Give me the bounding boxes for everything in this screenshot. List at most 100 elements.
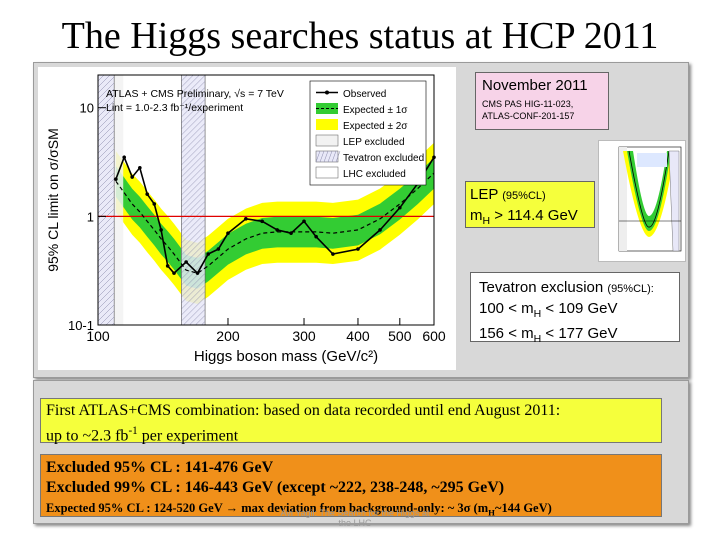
tevatron-hatch: [181, 188, 206, 214]
observed-point: [226, 231, 230, 235]
tevatron-hatch: [181, 176, 206, 202]
tevatron-hatch: [181, 194, 206, 220]
tevatron-range-1-sub: H: [533, 308, 542, 320]
observed-point: [314, 234, 318, 239]
plot-annotation-2: Lint = 1.0-2.3 fb⁻¹/experiment: [106, 102, 243, 114]
band-1sigma: [115, 157, 435, 289]
plot-frame: [97, 74, 435, 326]
reference-callout: November 2011 CMS PAS HIG-11-023, ATLAS-…: [475, 72, 609, 130]
y-tick-label: 10: [80, 101, 94, 116]
observed-point: [216, 247, 221, 251]
observed-point: [289, 231, 293, 235]
legend-swatch-tevatron-hatch: [319, 150, 325, 163]
x-tick-label: 300: [292, 328, 316, 344]
tevatron-hatch: [181, 272, 206, 298]
tevatron-range-1-pre: 100 < m: [479, 300, 534, 317]
thumbnail-lep-region: [619, 147, 627, 251]
expected-95-line: Expected 95% CL : 124-520 GeV → max devi…: [46, 500, 656, 521]
x-tick-label: 400: [346, 328, 370, 344]
tevatron-hatch: [98, 274, 115, 292]
tevatron-range-2-pre: 156 < m: [479, 325, 534, 342]
limit-plot: 100 200 300 400 500 600 10-1 1 10 Higgs boson mas…: [38, 67, 456, 370]
thumbnail-observed-line: [628, 150, 670, 228]
slide-footer: Avi Yagil: The Search for the Higgs at t…: [255, 508, 455, 528]
excluded-95-line: Excluded 95% CL : 141-476 GeV: [46, 459, 274, 476]
lep-mass-pre: m: [470, 207, 483, 224]
observed-point: [152, 202, 157, 206]
date-label: November 2011: [482, 77, 588, 94]
observed-point: [206, 252, 211, 256]
x-tick-label: 600: [422, 328, 446, 344]
tevatron-hatch: [181, 278, 206, 304]
lep-mass-post: > 114.4 GeV: [490, 207, 578, 224]
observed-point: [122, 155, 127, 160]
expected-end: ~144 GeV): [494, 501, 552, 515]
exclusion-results: Excluded 95% CL : 141-476 GeV Excluded 9…: [40, 454, 662, 518]
tevatron-hatch: [181, 104, 206, 130]
observed-point: [145, 192, 149, 196]
y-tick-label: 10-1: [68, 318, 94, 333]
observed-point: [356, 247, 360, 251]
footer-line-2: the LHC: [338, 518, 372, 528]
legend-swatch-tevatron-hatch: [335, 150, 341, 163]
limit-chart-svg: 100 200 300 400 500 600 10-1 1 10 Higgs boson mas…: [45, 74, 446, 365]
combination-line-1: First ATLAS+CMS combination: based on da…: [46, 402, 561, 419]
combination-line-2-sup: -1: [128, 425, 138, 437]
legend-swatch-observed-marker: [325, 90, 329, 95]
observed-point: [165, 264, 170, 268]
combination-line-2-pre: up to ~2.3 fb: [46, 427, 129, 445]
y-axis-label: 95% CL limit on σ/σSM: [45, 128, 61, 272]
observed-point: [195, 271, 200, 275]
excluded-99-line: Excluded 99% CL : 146-443 GeV (except ~2…: [46, 479, 505, 496]
tevatron-hatch: [181, 266, 206, 292]
combination-line-2-post: per experiment: [137, 427, 239, 445]
legend-swatch-tevatron-hatch: [323, 150, 329, 163]
observed-point: [138, 165, 142, 170]
tevatron-hatch: [181, 110, 206, 136]
legend-entry: Expected ± 2σ: [343, 121, 408, 132]
tevatron-hatch: [98, 112, 115, 130]
tevatron-hatch: [98, 184, 115, 202]
legend-entry: Tevatron excluded: [343, 153, 424, 164]
tevatron-hatch: [181, 92, 206, 118]
tevatron-hatch: [181, 260, 206, 286]
legend-swatch-2sigma: [316, 119, 338, 130]
x-tick-label: 100: [86, 328, 110, 344]
expected-pre: Expected 95% CL : 124-520 GeV: [46, 501, 226, 515]
footer-line-1: Avi Yagil: The Search for the Higgs at: [280, 508, 430, 518]
observed-point: [378, 228, 382, 232]
legend-swatch-tevatron-hatch: [331, 150, 337, 163]
tevatron-range-2-sub: H: [533, 333, 542, 345]
tevatron-hatch: [98, 196, 115, 214]
legend-swatch-tevatron-hatch: [315, 150, 321, 163]
observed-point: [172, 271, 176, 275]
observed-point: [260, 219, 264, 224]
legend-entry: LHC excluded: [343, 169, 406, 180]
page-title: The Higgs searches status at HCP 2011: [61, 15, 659, 57]
observed-point: [398, 205, 402, 210]
observed-point: [244, 216, 248, 221]
lep-cl: (95%CL): [502, 190, 546, 202]
lep-callout: LEP (95%CL) mH > 114.4 GeV: [465, 181, 595, 228]
y-tick-label: 1: [87, 209, 94, 224]
observed-point: [275, 228, 279, 232]
legend-entry: Expected ± 1σ: [343, 105, 408, 116]
observed-line: [115, 155, 435, 275]
thumbnail-plot: [598, 140, 686, 262]
tevatron-hatch: [181, 98, 206, 124]
observed-point: [302, 219, 306, 224]
reference-line-1: CMS PAS HIG-11-023,: [482, 99, 574, 109]
tevatron-callout: Tevatron exclusion (95%CL): 100 < mH < 1…: [470, 272, 680, 345]
observed-point: [130, 175, 134, 179]
thumbnail-legend: [637, 153, 667, 167]
expected-sub: H: [488, 507, 495, 518]
tevatron-hatch: [181, 182, 206, 208]
expected-post: max deviation from background-only: ~ 3σ…: [238, 501, 489, 515]
legend-swatch-lep: [315, 134, 339, 147]
thumbnail-plot-svg: [618, 146, 682, 252]
lep-label: LEP: [470, 186, 499, 203]
reference-line-2: ATLAS-CONF-201-157: [482, 111, 575, 121]
combination-note: First ATLAS+CMS combination: based on da…: [40, 398, 662, 445]
lep-mass-sub: H: [482, 215, 491, 227]
observed-point: [114, 177, 118, 181]
